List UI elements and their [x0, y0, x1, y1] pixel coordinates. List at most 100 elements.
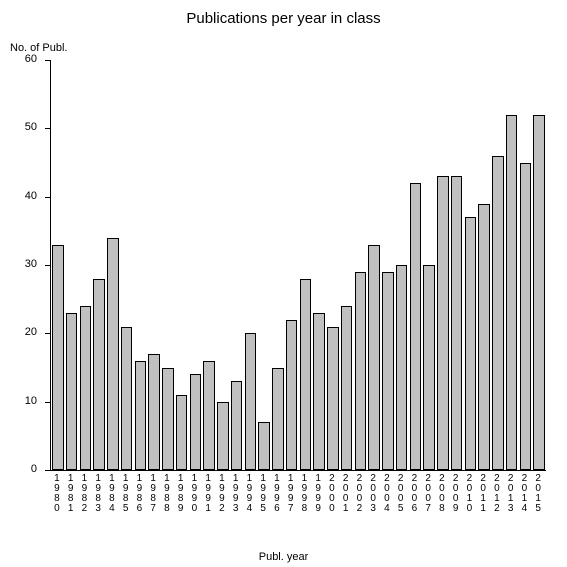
- bar-slot: [175, 60, 189, 470]
- bar-slot: [299, 60, 313, 470]
- chart-title: Publications per year in class: [0, 10, 567, 27]
- bar: [93, 279, 105, 470]
- y-tick-label: 0: [31, 463, 37, 475]
- y-tick-mark: [45, 265, 50, 266]
- bar: [423, 265, 435, 470]
- bar-slot: [477, 60, 491, 470]
- x-tick-label: 1998: [298, 470, 312, 514]
- bar-slot: [161, 60, 175, 470]
- bar: [286, 320, 298, 470]
- bar-slot: [257, 60, 271, 470]
- bar-slot: [340, 60, 354, 470]
- bar: [258, 422, 270, 470]
- bar: [52, 245, 64, 471]
- bar-slot: [519, 60, 533, 470]
- bar-slot: [189, 60, 203, 470]
- x-tick-label: 2005: [394, 470, 408, 514]
- y-tick-mark: [45, 197, 50, 198]
- x-tick-label: 1995: [256, 470, 270, 514]
- x-tick-label: 2012: [490, 470, 504, 514]
- bar-slot: [326, 60, 340, 470]
- bar: [396, 265, 408, 470]
- bar-slot: [202, 60, 216, 470]
- bar: [506, 115, 518, 470]
- bar: [465, 217, 477, 470]
- x-tick-label: 1990: [188, 470, 202, 514]
- bar-slot: [79, 60, 93, 470]
- bar: [217, 402, 229, 470]
- bar-slot: [271, 60, 285, 470]
- bar: [520, 163, 532, 471]
- bar: [80, 306, 92, 470]
- x-tick-label: 2003: [366, 470, 380, 514]
- y-tick-label: 30: [25, 258, 37, 270]
- x-tick-label: 1989: [174, 470, 188, 514]
- x-tick-label: 1991: [201, 470, 215, 514]
- y-tick-label: 50: [25, 121, 37, 133]
- bar-slot: [120, 60, 134, 470]
- bar: [382, 272, 394, 470]
- bar: [341, 306, 353, 470]
- bar-slot: [134, 60, 148, 470]
- bar: [478, 204, 490, 471]
- y-tick-mark: [45, 333, 50, 334]
- bar: [437, 176, 449, 470]
- x-tick-label: 1997: [284, 470, 298, 514]
- x-tick-label: 1986: [133, 470, 147, 514]
- bar-slot: [422, 60, 436, 470]
- bar-slot: [491, 60, 505, 470]
- bar: [162, 368, 174, 471]
- x-tick-label: 2000: [325, 470, 339, 514]
- x-tick-label: 2004: [380, 470, 394, 514]
- x-tick-label: 1984: [105, 470, 119, 514]
- bar: [245, 333, 257, 470]
- x-tick-label: 2013: [504, 470, 518, 514]
- x-tick-label: 2008: [435, 470, 449, 514]
- x-tick-label: 1988: [160, 470, 174, 514]
- bar-slot: [505, 60, 519, 470]
- bar-slot: [450, 60, 464, 470]
- bar-slot: [65, 60, 79, 470]
- bar-slot: [92, 60, 106, 470]
- y-axis-label: No. of Publ.: [10, 42, 67, 54]
- x-tick-label: 2001: [339, 470, 353, 514]
- x-tick-label: 1993: [229, 470, 243, 514]
- x-tick-label: 2010: [463, 470, 477, 514]
- bar-slot: [367, 60, 381, 470]
- bar-slot: [464, 60, 478, 470]
- x-tick-label: 1992: [215, 470, 229, 514]
- x-axis-label: Publ. year: [0, 551, 567, 563]
- x-tick-label: 2006: [408, 470, 422, 514]
- x-tick-label: 1996: [270, 470, 284, 514]
- x-tick-label: 2015: [531, 470, 545, 514]
- bar-slot: [216, 60, 230, 470]
- bar-slot: [381, 60, 395, 470]
- bar: [231, 381, 243, 470]
- bar-slot: [354, 60, 368, 470]
- bar-slot: [312, 60, 326, 470]
- bar-slot: [409, 60, 423, 470]
- bar: [313, 313, 325, 470]
- y-tick-label: 60: [25, 53, 37, 65]
- y-tick-label: 20: [25, 326, 37, 338]
- x-tick-label: 1987: [146, 470, 160, 514]
- bar-slot: [106, 60, 120, 470]
- bar: [410, 183, 422, 470]
- x-tick-label: 1999: [311, 470, 325, 514]
- x-tick-label: 1980: [50, 470, 64, 514]
- bar-slot: [51, 60, 65, 470]
- bar: [66, 313, 78, 470]
- x-tick-label: 1983: [91, 470, 105, 514]
- bar: [327, 327, 339, 471]
- bar-slot: [285, 60, 299, 470]
- bar-slot: [147, 60, 161, 470]
- y-tick-label: 40: [25, 190, 37, 202]
- y-tick-mark: [45, 402, 50, 403]
- x-tick-label: 2009: [449, 470, 463, 514]
- bar: [368, 245, 380, 471]
- y-tick-mark: [45, 60, 50, 61]
- bar: [190, 374, 202, 470]
- x-tick-label: 2014: [518, 470, 532, 514]
- x-ticks: 1980198119821983198419851986198719881989…: [50, 470, 545, 514]
- bar: [355, 272, 367, 470]
